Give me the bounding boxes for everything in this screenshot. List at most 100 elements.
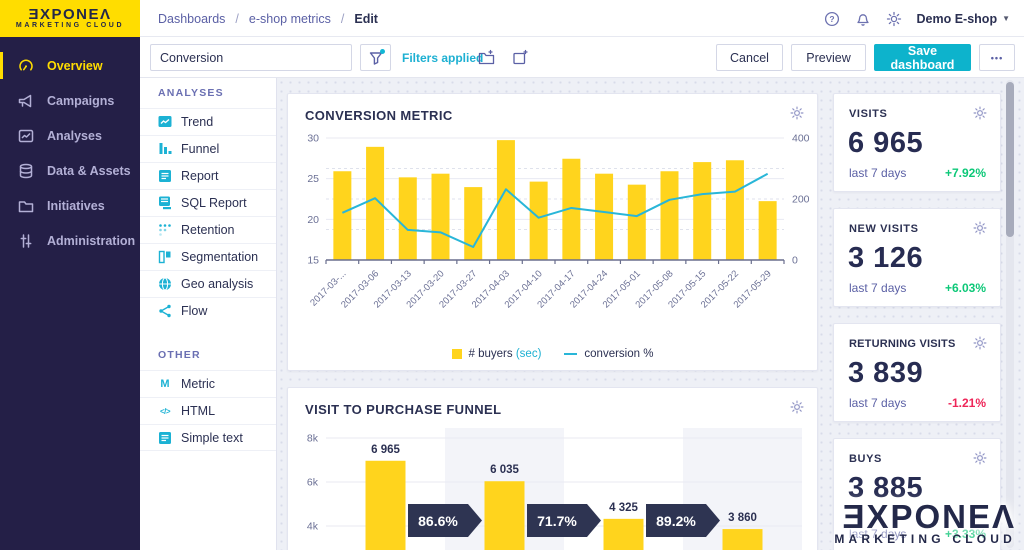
breadcrumb-separator: / <box>341 12 344 26</box>
new-visits-widget: NEW VISITS 3 126 last 7 days +6.03% <box>833 208 1001 307</box>
scrollbar-track[interactable] <box>1006 80 1014 548</box>
brand-name: ƎXPONEΛ <box>28 8 111 22</box>
filter-button[interactable] <box>360 44 391 71</box>
metric-period: last 7 days <box>849 396 906 410</box>
more-options-button[interactable]: ••• <box>979 44 1015 71</box>
settings-icon[interactable] <box>886 11 902 27</box>
filter-active-dot <box>380 49 385 54</box>
gear-icon[interactable] <box>973 221 987 235</box>
panel-item-report[interactable]: Report <box>140 162 276 189</box>
sidebar-item-administration[interactable]: Administration <box>0 223 140 258</box>
sidebar-item-campaigns[interactable]: Campaigns <box>0 83 140 118</box>
notifications-icon[interactable] <box>855 11 871 27</box>
funnel-chart: 8k6k4k6 9656 0354 3253 86086.6%71.7%89.2… <box>296 424 811 550</box>
panel-item-metric[interactable]: M Metric <box>140 370 276 397</box>
conversion-legend-label: conversion % <box>584 348 653 360</box>
panel-item-funnel[interactable]: Funnel <box>140 135 276 162</box>
panel-item-simple-text[interactable]: Simple text <box>140 424 276 451</box>
metric-period: last 7 days <box>849 281 906 295</box>
panel-item-label: Simple text <box>181 431 243 445</box>
save-dashboard-button[interactable]: Save dashboard <box>874 44 971 71</box>
funnel-bars-icon <box>158 142 172 156</box>
buyers-legend-label: # buyers (sec) <box>469 348 542 360</box>
sidebar-item-overview[interactable]: Overview <box>0 48 140 83</box>
buyers-legend-swatch <box>452 349 462 359</box>
svg-text:4 325: 4 325 <box>609 502 638 514</box>
panel-section-other: OTHER <box>140 340 276 370</box>
panel-item-label: Report <box>181 169 219 183</box>
widget-panel: ANALYSES Trend Funnel Report SQL Report … <box>140 78 277 550</box>
scrollbar-thumb[interactable] <box>1006 82 1014 237</box>
duplicate-plus-icon[interactable] <box>512 49 529 66</box>
folder-plus-icon[interactable] <box>478 49 495 66</box>
brand-subtitle: MARKETING CLOUD <box>16 22 124 29</box>
gear-icon[interactable] <box>973 106 987 120</box>
metric-icon: M <box>158 377 172 391</box>
widget-title: VISIT TO PURCHASE FUNNEL <box>305 402 501 417</box>
panel-item-html[interactable]: </> HTML <box>140 397 276 424</box>
sidebar-item-initiatives[interactable]: Initiatives <box>0 188 140 223</box>
cancel-button[interactable]: Cancel <box>716 44 783 71</box>
globe-icon <box>158 277 172 291</box>
simple-text-icon <box>158 431 172 445</box>
gear-icon[interactable] <box>973 336 987 350</box>
gear-icon[interactable] <box>790 400 804 414</box>
report-icon <box>158 169 172 183</box>
help-icon[interactable]: ? <box>824 11 840 27</box>
brand-logo[interactable]: ƎXPONEΛ MARKETING CLOUD <box>0 0 140 37</box>
metric-value: 6 965 <box>848 127 923 160</box>
chart-icon <box>17 127 35 145</box>
metric-period: last 7 days <box>849 527 906 541</box>
panel-item-label: Segmentation <box>181 250 258 264</box>
trend-icon <box>158 115 172 129</box>
sidebar-item-label: Analyses <box>47 129 102 143</box>
panel-item-trend[interactable]: Trend <box>140 108 276 135</box>
svg-text:20: 20 <box>307 214 319 226</box>
chart-legend: # buyers (sec) conversion % <box>288 348 817 360</box>
sidebar-item-data-assets[interactable]: Data & Assets <box>0 153 140 188</box>
preview-button[interactable]: Preview <box>791 44 866 71</box>
edit-toolbar: Filters applied Cancel Preview Save dash… <box>140 37 1024 78</box>
panel-item-retention[interactable]: Retention <box>140 216 276 243</box>
breadcrumb-eshop-metrics[interactable]: e-shop metrics <box>249 12 331 26</box>
sliders-icon <box>17 232 35 250</box>
panel-item-label: HTML <box>181 404 215 418</box>
sidebar-item-analyses[interactable]: Analyses <box>0 118 140 153</box>
svg-text:4k: 4k <box>307 521 319 533</box>
header-actions: ? Demo E-shop ▼ <box>824 0 1010 37</box>
visits-widget: VISITS 6 965 last 7 days +7.92% <box>833 93 1001 192</box>
flow-icon <box>158 304 172 318</box>
panel-item-flow[interactable]: Flow <box>140 297 276 324</box>
sidebar-item-label: Initiatives <box>47 199 105 213</box>
svg-text:30: 30 <box>307 133 319 145</box>
svg-text:?: ? <box>829 14 834 24</box>
breadcrumb-dashboards[interactable]: Dashboards <box>158 12 225 26</box>
panel-item-geo-analysis[interactable]: Geo analysis <box>140 270 276 297</box>
account-name: Demo E-shop <box>917 12 998 26</box>
breadcrumb-edit: Edit <box>354 12 378 26</box>
svg-text:200: 200 <box>792 194 810 206</box>
main-sidebar: Overview Campaigns Analyses Data & Asset… <box>0 37 140 550</box>
metric-value: 3 839 <box>848 357 923 390</box>
metric-delta: +7.92% <box>945 166 986 180</box>
panel-section-analyses: ANALYSES <box>140 78 276 108</box>
dashboard-canvas: CONVERSION METRIC 3025201540020002017-03… <box>277 78 1024 550</box>
metric-delta: +3.33% <box>945 527 986 541</box>
panel-item-sql-report[interactable]: SQL Report <box>140 189 276 216</box>
gear-icon[interactable] <box>790 106 804 120</box>
panel-item-segmentation[interactable]: Segmentation <box>140 243 276 270</box>
filters-applied-label[interactable]: Filters applied <box>402 37 483 78</box>
svg-text:400: 400 <box>792 133 810 145</box>
segmentation-icon <box>158 250 172 264</box>
panel-item-label: Funnel <box>181 142 219 156</box>
gear-icon[interactable] <box>973 451 987 465</box>
sidebar-item-label: Campaigns <box>47 94 114 108</box>
panel-item-label: Metric <box>181 377 215 391</box>
panel-item-label: Flow <box>181 304 207 318</box>
panel-item-label: SQL Report <box>181 196 247 210</box>
metric-title: VISITS <box>849 108 887 120</box>
svg-text:71.7%: 71.7% <box>537 513 577 529</box>
sidebar-item-label: Overview <box>47 59 103 73</box>
dashboard-name-input[interactable] <box>150 44 352 71</box>
account-switcher[interactable]: Demo E-shop ▼ <box>917 12 1010 26</box>
